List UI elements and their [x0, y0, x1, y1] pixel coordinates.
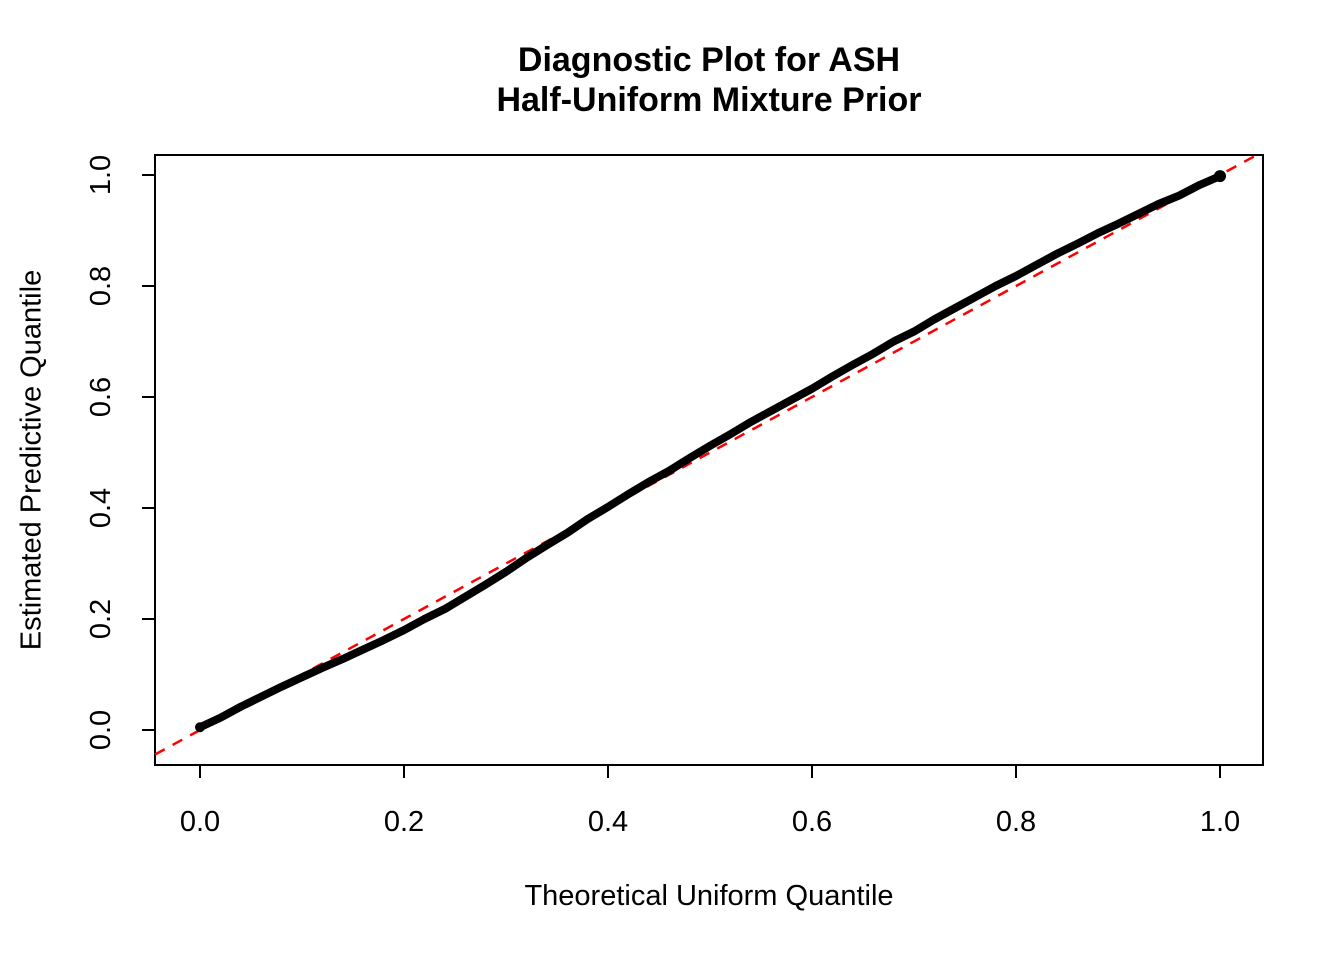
chart-title-line-2: Half-Uniform Mixture Prior — [496, 81, 922, 120]
x-tick-label: 0.4 — [588, 806, 628, 838]
y-tick-label: 0.0 — [85, 710, 117, 750]
chart-title: Diagnostic Plot for ASH Half-Uniform Mix… — [155, 40, 1263, 120]
y-tick-label: 0.4 — [85, 488, 117, 528]
qq-curve-start-point — [195, 722, 205, 733]
plot-box — [154, 154, 1264, 766]
x-tick-label: 0.6 — [792, 806, 832, 838]
x-tick-label: 1.0 — [1200, 806, 1240, 838]
x-axis-label: Theoretical Uniform Quantile — [524, 880, 894, 912]
chart-title-line-1: Diagnostic Plot for ASH — [517, 41, 901, 79]
x-tick-label: 0.2 — [384, 806, 424, 838]
y-axis-label: Estimated Predictive Quantile — [15, 269, 48, 651]
qq-curve-end-point — [1214, 170, 1226, 183]
x-tick-label: 0.0 — [180, 806, 220, 838]
reference-line — [154, 153, 1258, 756]
y-tick-label: 0.6 — [85, 377, 117, 417]
y-tick-label: 1.0 — [85, 155, 117, 195]
y-tick-label: 0.8 — [85, 266, 117, 306]
qq-curve — [196, 172, 1224, 732]
y-tick-label: 0.2 — [85, 599, 117, 639]
x-tick-label: 0.8 — [996, 806, 1036, 838]
